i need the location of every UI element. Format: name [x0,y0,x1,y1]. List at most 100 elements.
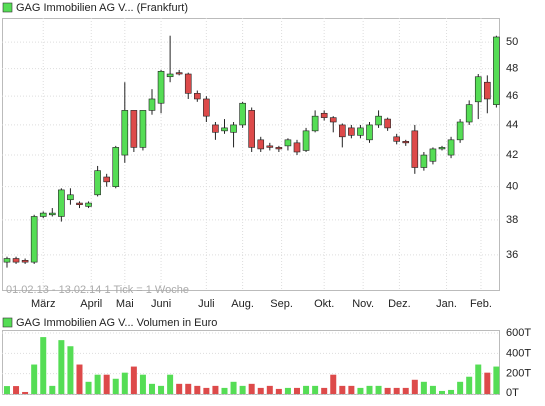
y-tick-label: 200T [506,368,531,380]
volume-bar [293,387,300,394]
volume-bar [221,387,228,394]
volume-bar [330,374,337,394]
x-tick-label: Okt. [314,298,334,310]
candle-body [175,72,183,75]
candle-body [357,127,364,136]
candle-body [112,147,120,187]
volume-bar [411,379,418,394]
volume-bar [76,364,83,394]
x-tick-label: Sep. [270,298,293,310]
y-tick-label: 400T [506,347,531,359]
candle-body [166,73,174,78]
candle-body [94,170,101,196]
candle-body [221,127,228,132]
volume-bar [312,385,319,394]
volume-bar [67,346,74,394]
volume-bar [420,381,427,394]
candle-body [157,70,165,104]
legend-swatch [2,2,13,13]
candle-body [3,258,11,263]
candle-body [311,115,319,132]
candle-body [293,142,301,153]
volume-bar [94,374,101,394]
legend-swatch [2,317,13,328]
volume-bar [366,385,373,394]
candle-body [275,147,283,150]
candle-body [429,148,437,162]
candle-body [121,110,129,156]
volume-bar [130,366,137,394]
y-tick-label: 36 [506,249,518,261]
volume-bar [484,372,491,394]
candle-body [230,124,237,133]
candle-body [139,110,147,148]
candle-body [420,154,428,168]
volume-bar [393,387,400,394]
candle-body [85,202,92,207]
volume-bar [121,372,128,394]
candle-body [184,73,192,94]
candle-body [384,118,391,129]
volume-bar [248,383,255,394]
x-tick-label: Feb. [470,298,492,310]
volume-bar [40,337,47,394]
y-tick-label: 38 [506,214,518,226]
volume-bar [284,387,291,394]
volume-bar [194,385,201,394]
volume-bar [466,376,473,394]
x-tick-label: März [31,298,55,310]
volume-bar [112,378,119,394]
volume-bar [339,385,346,394]
volume-bar [239,385,246,394]
volume-bar [303,385,310,394]
volume-bar [384,387,391,394]
candle-body [39,212,47,217]
volume-bar [429,385,436,394]
candle-body [203,98,210,117]
volume-bar [257,387,264,394]
volume-bar [448,389,455,394]
candle-body [212,124,219,133]
volume-bar [58,340,65,394]
candle-body [474,76,482,103]
candle-body [21,260,29,263]
candle-body [465,104,473,123]
volume-bar [357,387,364,394]
candle-body [148,98,156,111]
y-tick-label: 600T [506,327,531,339]
legend-label: GAG Immobilien AG V... (Frankfurt) [16,2,188,14]
volume-bar [13,386,20,394]
x-tick-label: Juli [198,298,215,310]
volume-bar [167,374,174,394]
candle-body [375,115,382,126]
x-tick-label: Jan. [436,298,457,310]
volume-bar [438,390,445,394]
x-tick-label: Dez. [388,298,411,310]
x-tick-label: Nov. [352,298,374,310]
candle-body [366,124,373,141]
x-tick-label: Aug. [231,298,254,310]
candle-body [320,112,328,118]
y-tick-label: 50 [506,36,518,48]
x-tick-label: Mai [116,298,134,310]
y-tick-label: 40 [506,181,518,193]
volume-bar [493,366,500,394]
volume-bar [375,385,382,394]
volume-bar [457,381,464,394]
legend-label: GAG Immobilien AG V... Volumen in Euro [16,317,217,329]
volume-bar [148,383,155,394]
y-tick-label: 48 [506,62,518,74]
volume-bar [212,385,219,394]
y-tick-label: 42 [506,149,518,161]
y-tick-label: 46 [506,90,518,102]
candle-body [284,139,292,147]
candle-body [266,145,274,148]
candle-body [393,136,400,142]
candle-body [48,212,56,216]
candle-body [493,36,500,105]
volume-bar [230,381,237,394]
candle-body [130,110,138,148]
candle-body [339,124,346,138]
volume-bar [49,385,56,394]
